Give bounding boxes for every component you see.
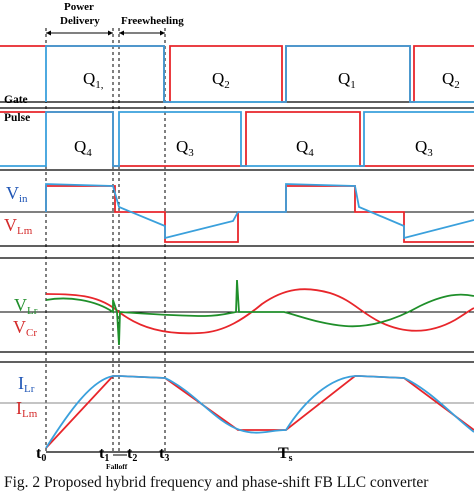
time-marker-lines [45, 28, 166, 452]
ts-label: Ts [278, 445, 293, 464]
q4-first-label: Q4 [74, 137, 92, 159]
q4-second-label: Q4 [296, 137, 314, 159]
voltage-panel: Vin VLm [0, 169, 474, 247]
q3q4-red-pulse-train [0, 111, 474, 167]
power-delivery-arrow [46, 30, 113, 36]
ilr-waveform [45, 375, 474, 449]
power-delivery-label-line1: Power [64, 1, 94, 13]
q1-blue-pulse-train [45, 45, 474, 103]
ilr-label: ILr [18, 373, 35, 395]
gate-pulse-panel: Gate Pulse Q1, Q2 Q1 Q2 Q4 Q3 Q4 Q3 [0, 45, 474, 167]
vlr-label: VLr [14, 295, 38, 317]
q3-second-label: Q3 [415, 137, 433, 159]
freewheeling-arrow [119, 30, 165, 36]
vin-label: Vin [6, 183, 28, 205]
vcr-waveform [45, 288, 474, 335]
q3q4-blue-pulse-train [0, 111, 474, 167]
freewheeling-label: Freewheeling [121, 15, 184, 27]
current-panel: ILr ILm [0, 361, 474, 453]
q3-first-label: Q3 [176, 137, 194, 159]
vlm-waveform [45, 185, 474, 243]
resonant-voltage-panel: VLr VCr [0, 257, 474, 353]
power-delivery-label-line2: Delivery [60, 15, 100, 27]
q1-first-label: Q1, [83, 69, 104, 91]
vcr-label: VCr [13, 317, 37, 339]
t1-label: t1 [99, 445, 109, 464]
q2-red-pulse-train [0, 45, 474, 103]
time-axis-labels: t0 t1 t2 t3 Ts Falloff [36, 445, 293, 471]
t2-label: t2 [127, 445, 137, 464]
gate-label-line1: Gate [4, 94, 28, 106]
vlr-waveform [45, 279, 474, 346]
vlm-label: VLm [4, 215, 33, 237]
ilm-label: ILm [16, 398, 38, 420]
t0-label: t0 [36, 445, 46, 464]
t3-label: t3 [159, 445, 169, 464]
q1-second-label: Q1 [338, 69, 356, 91]
figure-caption: Fig. 2 Proposed hybrid frequency and pha… [4, 474, 429, 491]
q2-second-label: Q2 [442, 69, 460, 91]
vin-waveform [45, 183, 474, 240]
falloff-label: Falloff [106, 462, 128, 471]
gate-label-line2: Pulse [4, 112, 30, 124]
ilm-waveform [45, 375, 474, 449]
q2-first-label: Q2 [212, 69, 230, 91]
